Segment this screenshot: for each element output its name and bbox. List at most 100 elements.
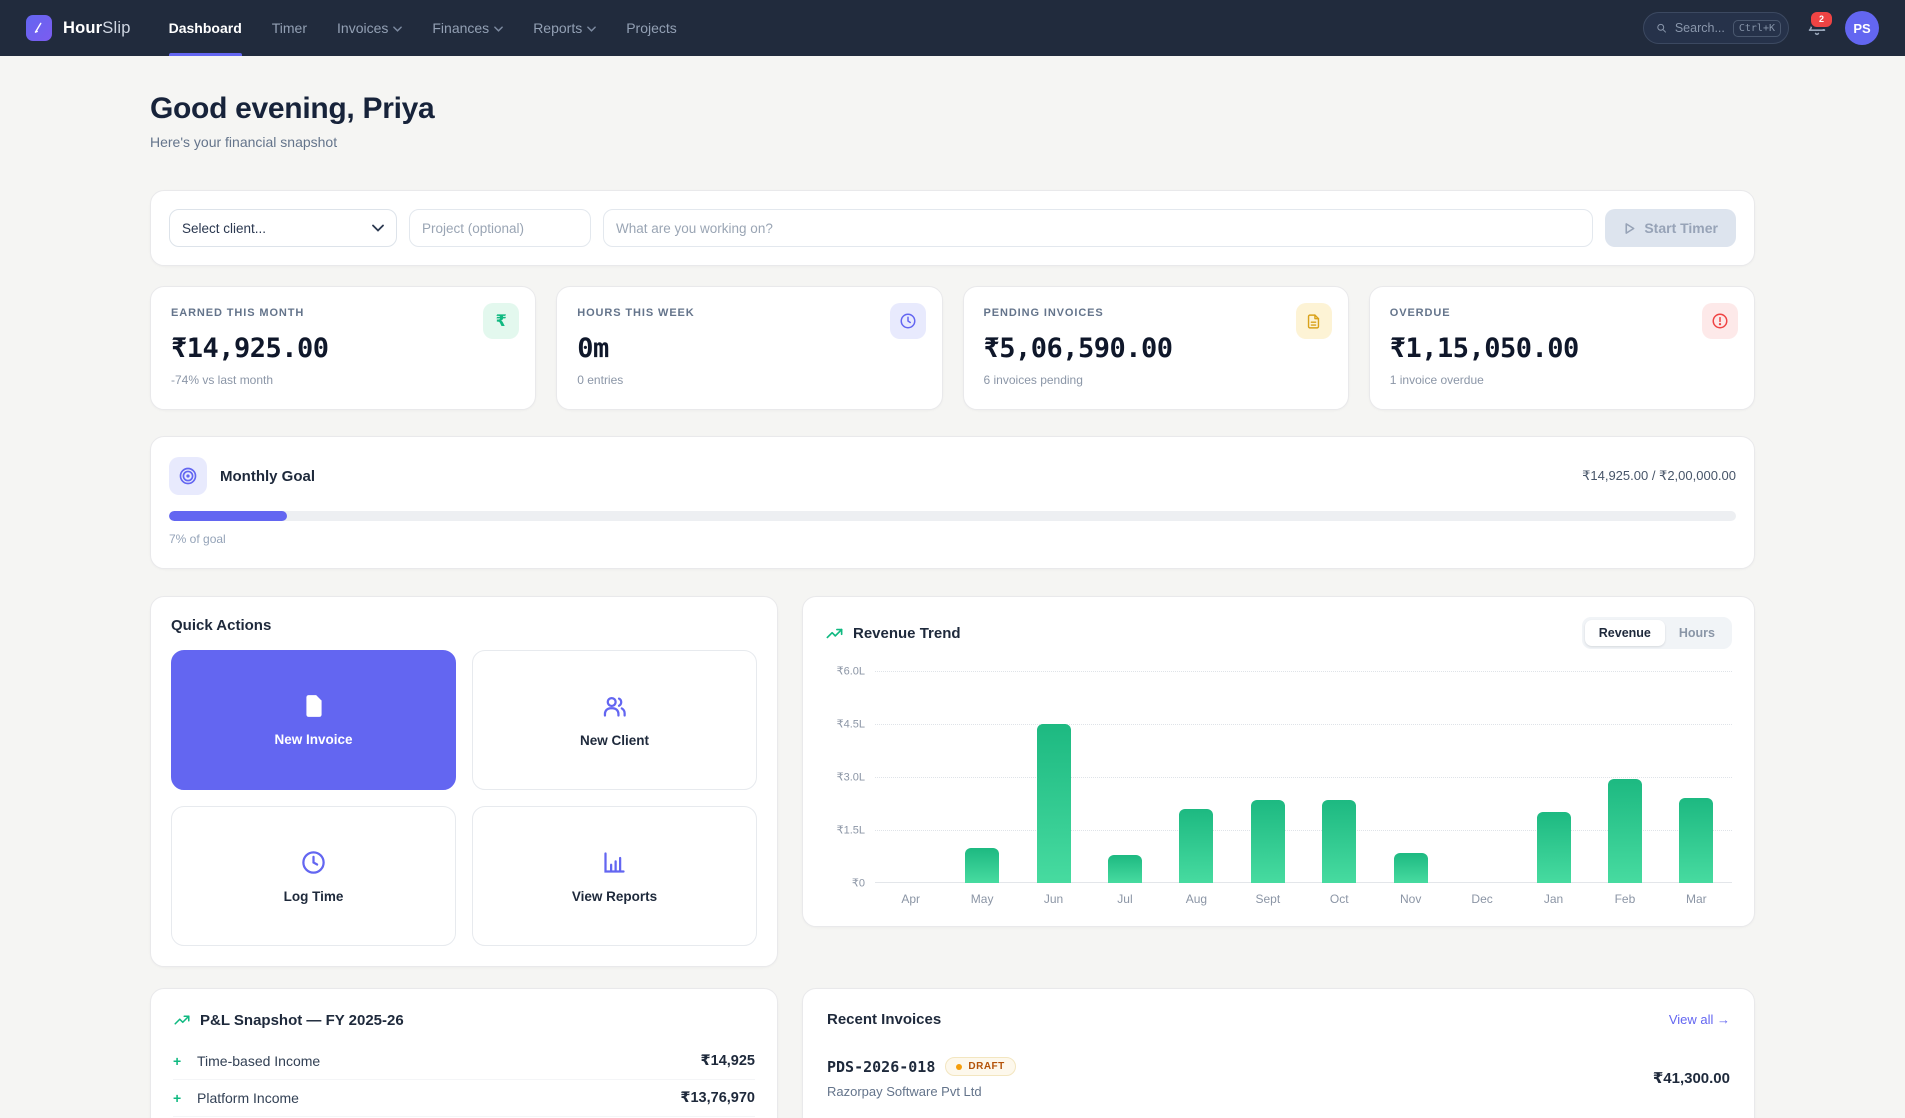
bar-oct	[1322, 799, 1357, 883]
y-tick: ₹3.0L	[836, 771, 865, 784]
nav-item-reports[interactable]: Reports	[533, 0, 597, 56]
stat-label: HOURS THIS WEEK	[577, 307, 695, 319]
pnl-snapshot-card: P&L Snapshot — FY 2025-26 + Time-based I…	[150, 988, 778, 1118]
bar-feb	[1607, 778, 1642, 883]
bar-chart-icon	[604, 851, 625, 873]
quick-actions-title: Quick Actions	[171, 617, 272, 634]
invoice-client: Razorpay Software Pvt Ltd	[827, 1084, 982, 1099]
stat-card-pending: PENDING INVOICES ₹5,06,590.00 6 invoices…	[962, 286, 1349, 410]
chevron-down-icon	[393, 26, 403, 32]
trending-up-icon	[174, 1015, 190, 1025]
stat-value: ₹5,06,590.00	[983, 333, 1174, 364]
alert-circle-icon	[1702, 303, 1738, 339]
global-search[interactable]: Search... Ctrl+K	[1643, 12, 1789, 44]
status-label: DRAFT	[968, 1061, 1005, 1072]
nav-item-invoices[interactable]: Invoices	[337, 0, 403, 56]
bar-jan	[1536, 812, 1571, 883]
notifications-button[interactable]: 2	[1807, 9, 1834, 41]
toggle-hours[interactable]: Hours	[1665, 620, 1729, 646]
primary-nav: Dashboard Timer Invoices Finances Report…	[168, 0, 677, 56]
bar-mar	[1679, 798, 1714, 883]
new-invoice-button[interactable]: New Invoice	[171, 650, 456, 790]
bar-aug	[1179, 808, 1214, 883]
stat-subtext: 0 entries	[577, 373, 624, 387]
x-tick: Jun	[1043, 892, 1064, 906]
stat-card-overdue: OVERDUE ₹1,15,050.00 1 invoice overdue	[1368, 286, 1755, 410]
search-icon	[1657, 23, 1666, 33]
chart-mode-toggle: Revenue Hours	[1581, 617, 1732, 649]
brand-name-bold: Hour	[63, 18, 103, 37]
revenue-trend-card: Revenue Trend Revenue Hours ₹6.0L ₹4.5L …	[802, 596, 1755, 927]
nav-item-finances[interactable]: Finances	[432, 0, 504, 56]
y-tick: ₹1.5L	[836, 824, 865, 837]
play-icon	[1625, 222, 1635, 234]
stat-label: OVERDUE	[1389, 307, 1451, 319]
quick-action-label: Log Time	[283, 888, 344, 904]
target-icon	[169, 457, 207, 495]
quick-action-label: View Reports	[571, 888, 658, 904]
nav-item-label: Projects	[626, 20, 677, 36]
main-content: Good evening, Priya Here's your financia…	[150, 92, 1755, 1118]
greeting-section: Good evening, Priya Here's your financia…	[150, 92, 1755, 150]
stat-cards-row: EARNED THIS MONTH ₹14,925.00 -74% vs las…	[150, 286, 1755, 410]
start-timer-label: Start Timer	[1644, 220, 1718, 236]
x-tick: May	[970, 892, 994, 906]
x-tick: Nov	[1399, 892, 1422, 906]
nav-item-projects[interactable]: Projects	[626, 0, 677, 56]
bar-sept	[1250, 799, 1285, 883]
start-timer-button[interactable]: Start Timer	[1605, 209, 1736, 247]
bottom-row: P&L Snapshot — FY 2025-26 + Time-based I…	[150, 988, 1755, 1118]
stat-subtext: 6 invoices pending	[983, 373, 1083, 387]
x-tick: Sept	[1255, 892, 1281, 906]
nav-item-label: Dashboard	[168, 20, 242, 36]
pnl-row-time-income: + Time-based Income ₹14,925	[173, 1043, 755, 1080]
gridline	[875, 830, 1732, 831]
x-tick: Aug	[1185, 892, 1208, 906]
task-description-input[interactable]	[603, 209, 1594, 247]
pnl-row-platform-income: + Platform Income ₹13,76,970	[173, 1080, 755, 1117]
chevron-down-icon	[372, 224, 384, 232]
nav-item-dashboard[interactable]: Dashboard	[168, 0, 242, 56]
y-tick: ₹0	[851, 877, 865, 890]
monthly-goal-title: Monthly Goal	[220, 467, 315, 485]
user-avatar[interactable]: PS	[1845, 11, 1879, 45]
brand[interactable]: HourSlip	[26, 15, 131, 41]
nav-item-timer[interactable]: Timer	[272, 0, 307, 56]
page-title: Good evening, Priya	[150, 92, 435, 125]
recent-invoices-title: Recent Invoices	[827, 1011, 942, 1028]
invoice-row[interactable]: PDS-2025-003 PAID Razorpay Software Pvt …	[827, 1112, 1730, 1118]
project-input[interactable]	[409, 209, 591, 247]
goal-percent-label: 7% of goal	[169, 532, 226, 546]
goal-progress-fill	[169, 511, 287, 521]
stat-label: EARNED THIS MONTH	[171, 307, 305, 319]
revenue-bar-chart: ₹6.0L ₹4.5L ₹3.0L ₹1.5L ₹0	[825, 666, 1732, 906]
gridline	[875, 671, 1732, 672]
x-tick: Jan	[1543, 892, 1564, 906]
stat-value: 0m	[577, 333, 609, 364]
pnl-sign: +	[173, 1053, 182, 1069]
x-axis-baseline	[875, 882, 1732, 883]
new-invoice-icon	[305, 695, 322, 717]
pnl-label: Time-based Income	[197, 1053, 321, 1069]
new-client-button[interactable]: New Client	[472, 650, 757, 790]
view-reports-button[interactable]: View Reports	[472, 806, 757, 946]
toggle-revenue[interactable]: Revenue	[1584, 620, 1665, 646]
search-shortcut-kbd: Ctrl+K	[1732, 19, 1781, 37]
plot-area	[875, 671, 1732, 883]
goal-progress-bar	[169, 511, 1736, 521]
x-axis-labels: Apr May Jun Jul Aug Sept Oct Nov Dec Jan…	[875, 892, 1732, 906]
bar-jun	[1036, 724, 1071, 883]
invoice-row[interactable]: PDS-2026-018 DRAFT Razorpay Software Pvt…	[827, 1044, 1730, 1112]
invoice-document-icon	[1295, 303, 1332, 339]
log-time-button[interactable]: Log Time	[171, 806, 456, 946]
invoice-number: PDS-2026-018	[827, 1057, 936, 1076]
pnl-label: Platform Income	[197, 1090, 299, 1106]
nav-item-label: Invoices	[337, 20, 389, 36]
gridline	[875, 724, 1732, 725]
view-all-link[interactable]: View all →	[1668, 1012, 1730, 1027]
gridline	[875, 777, 1732, 778]
rupee-icon: ₹	[483, 303, 520, 339]
bar-may	[965, 847, 1000, 883]
pnl-value: ₹13,76,970	[680, 1090, 755, 1106]
client-select[interactable]: Select client...	[169, 209, 397, 247]
